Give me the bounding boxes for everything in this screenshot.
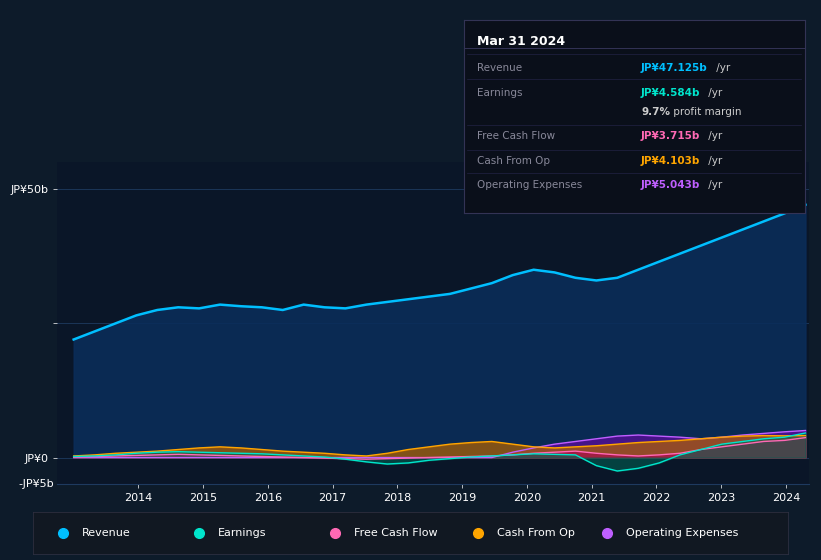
Text: Cash From Op: Cash From Op <box>478 156 551 166</box>
Text: JP¥5.043b: JP¥5.043b <box>641 180 700 190</box>
Text: 9.7%: 9.7% <box>641 108 670 118</box>
Text: /yr: /yr <box>713 63 730 73</box>
Text: -JP¥5b: -JP¥5b <box>18 479 53 489</box>
Text: /yr: /yr <box>705 132 722 142</box>
Text: /yr: /yr <box>705 180 722 190</box>
Text: Operating Expenses: Operating Expenses <box>626 529 738 538</box>
Text: Revenue: Revenue <box>82 529 131 538</box>
Text: Free Cash Flow: Free Cash Flow <box>354 529 438 538</box>
Text: JP¥47.125b: JP¥47.125b <box>641 63 708 73</box>
Text: /yr: /yr <box>705 88 722 98</box>
Text: JP¥4.103b: JP¥4.103b <box>641 156 700 166</box>
Text: Cash From Op: Cash From Op <box>498 529 576 538</box>
Text: Free Cash Flow: Free Cash Flow <box>478 132 556 142</box>
Text: Mar 31 2024: Mar 31 2024 <box>478 35 566 48</box>
Text: Earnings: Earnings <box>478 88 523 98</box>
Text: Revenue: Revenue <box>478 63 523 73</box>
Text: profit margin: profit margin <box>670 108 741 118</box>
Text: JP¥4.584b: JP¥4.584b <box>641 88 700 98</box>
Text: /yr: /yr <box>705 156 722 166</box>
Text: Earnings: Earnings <box>218 529 266 538</box>
Text: JP¥3.715b: JP¥3.715b <box>641 132 700 142</box>
Text: Operating Expenses: Operating Expenses <box>478 180 583 190</box>
